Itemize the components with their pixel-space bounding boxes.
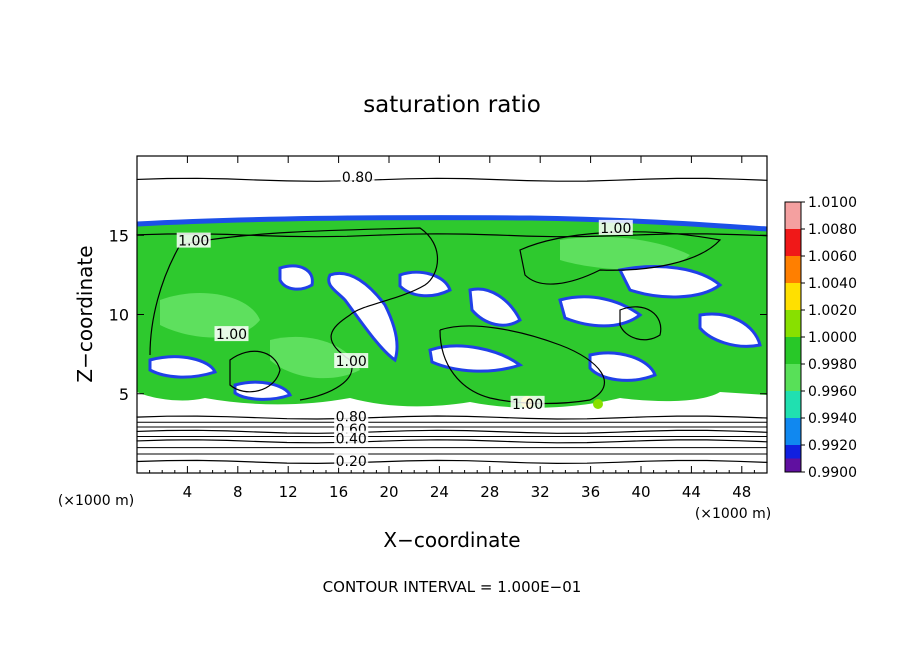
contour-label: 0.40 [336, 432, 367, 448]
colorbar-label: 1.0020 [808, 303, 857, 319]
x-axis-ticks: 4 8 12 16 20 24 28 32 36 40 44 48 [149, 156, 755, 501]
contour-label-bg [176, 232, 211, 248]
colorbar-label: 0.9960 [808, 384, 857, 400]
y-tick-label: 5 [119, 385, 129, 404]
colorbar-label: 0.9900 [808, 465, 857, 481]
colorbar-label: 1.0040 [808, 276, 857, 292]
colorbar-label: 0.9980 [808, 357, 857, 373]
colorbar-segment [785, 310, 801, 337]
y-tick-label: 10 [109, 306, 129, 325]
contour-label: 0.80 [342, 170, 373, 186]
x-tick-label: 40 [631, 483, 650, 501]
contour-label: 0.20 [336, 454, 367, 470]
x-tick-label: 36 [581, 483, 600, 501]
contour-label: 1.00 [216, 327, 247, 343]
contour-line [136, 459, 768, 465]
x-tick-label: 8 [233, 483, 243, 501]
contour-label: 1.00 [178, 234, 209, 250]
x-tick-label: 24 [430, 483, 449, 501]
contour-label-bg [334, 452, 369, 468]
colorbar-label: 0.9920 [808, 438, 857, 454]
x-tick-label: 48 [732, 483, 751, 501]
contour-line [136, 177, 768, 182]
colorbar-label: 1.0060 [808, 249, 857, 265]
colorbar-label: 1.0000 [808, 330, 857, 346]
contour-line [136, 439, 768, 444]
contour-label-bg [334, 353, 369, 369]
colorbar-segment [785, 202, 801, 229]
contour-label-bg [340, 169, 375, 185]
colorbar-segment [785, 458, 801, 472]
contour-lines [136, 177, 768, 465]
chart-title: saturation ratio [363, 92, 541, 118]
contour-label-bg [510, 395, 545, 411]
contour-label: 1.00 [600, 221, 631, 237]
contour-label: 1.00 [336, 354, 367, 370]
contour-line [136, 415, 768, 420]
contour-labels: 0.801.001.001.001.001.000.800.600.400.20 [176, 169, 633, 470]
contour-line-cloud [619, 306, 662, 341]
contour-line [136, 429, 768, 434]
colorbar: 1.0100 1.0080 1.0060 1.0040 1.0020 1.0000 0.99… [784, 195, 857, 481]
contour-line-cloud [229, 350, 281, 393]
x-tick-label: 12 [279, 483, 298, 501]
colorbar-segment [785, 391, 801, 418]
colorbar-segment [785, 256, 801, 283]
plot-area [136, 155, 768, 474]
x-tick-label: 32 [531, 483, 550, 501]
x-tick-label: 20 [379, 483, 398, 501]
colorbar-label: 1.0080 [808, 222, 857, 238]
colorbar-segment [785, 418, 801, 445]
light-green-patch [560, 236, 690, 270]
x-unit-left: (×1000 m) [58, 493, 134, 509]
colorbar-label: 1.0100 [808, 195, 857, 211]
x-tick-label: 16 [329, 483, 348, 501]
x-tick-label: 28 [480, 483, 499, 501]
colorbar-segment [785, 229, 801, 256]
supersaturation-spot [593, 399, 603, 409]
contour-label: 1.00 [512, 397, 543, 413]
contour-label-bg [214, 326, 249, 342]
colorbar-segment [785, 283, 801, 310]
y-axis-ticks: 5 10 15 [109, 226, 767, 404]
contour-line-cloud [439, 325, 605, 405]
colorbar-segment [785, 337, 801, 364]
y-axis-label: Z−coordinate [73, 245, 97, 382]
contour-label-bg [334, 430, 369, 446]
colorbar-label: 0.9940 [808, 411, 857, 427]
cloud-top-band [136, 215, 768, 232]
contour-label-bg [334, 408, 369, 424]
contour-line-cloud [519, 231, 722, 285]
colorbar-segment [785, 364, 801, 391]
y-tick-label: 15 [109, 226, 129, 245]
contour-label-bg [598, 219, 633, 235]
x-unit-right: (×1000 m) [695, 506, 771, 522]
x-axis-label: X−coordinate [383, 528, 520, 552]
x-tick-label: 44 [682, 483, 701, 501]
x-tick-label: 4 [183, 483, 193, 501]
contour-interval-note: CONTOUR INTERVAL = 1.000E−01 [323, 578, 582, 596]
